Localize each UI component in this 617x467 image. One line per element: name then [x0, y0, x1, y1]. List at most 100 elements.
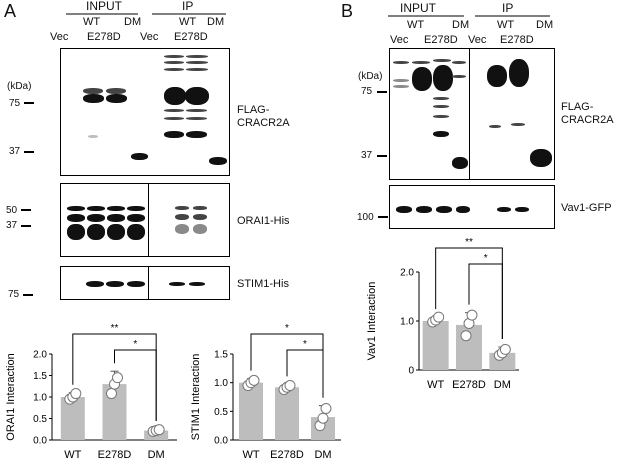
- band: [412, 61, 430, 64]
- band: [509, 59, 529, 87]
- band: [127, 206, 145, 211]
- panel-a-letter: A: [4, 1, 17, 21]
- lane-a-input-vec: Vec: [50, 31, 69, 43]
- band: [393, 85, 409, 88]
- lane-b-ip-vec: Vec: [468, 34, 487, 46]
- blot-a1-flag-cracr2a: [60, 48, 230, 176]
- bar-wt: [239, 382, 263, 440]
- marker-a2-37-tick: [21, 225, 31, 227]
- band: [107, 224, 125, 240]
- band: [83, 88, 103, 94]
- lane-b-input-vec: Vec: [390, 34, 409, 46]
- band: [67, 214, 85, 222]
- band: [87, 214, 105, 222]
- bar-wt: [422, 321, 449, 370]
- band: [87, 206, 105, 211]
- y-tick-label: 0.0: [214, 436, 228, 447]
- band: [452, 157, 468, 169]
- marker-b1-37-tick: [377, 155, 387, 157]
- band: [489, 125, 501, 128]
- data-point: [433, 311, 445, 323]
- lane-a-ip-e278d: E278D: [174, 31, 208, 43]
- data-point: [248, 374, 260, 386]
- band: [107, 206, 125, 211]
- lane-b-input-dm: DM: [452, 19, 470, 31]
- marker-a1-37: 37: [9, 146, 21, 157]
- band: [487, 65, 507, 87]
- blot-b1-flag-cracr2a: [389, 48, 555, 180]
- bar-wt: [60, 397, 85, 440]
- lane-a-ip-vec: Vec: [140, 31, 159, 43]
- y-tick-label: 0.5: [214, 407, 228, 418]
- band: [193, 206, 207, 210]
- y-axis-label: ORAI1 Interaction: [5, 353, 17, 440]
- blot-a2-label: ORAI1-His: [237, 215, 290, 227]
- data-point: [106, 388, 117, 400]
- lane-b-input-wt: WT: [407, 19, 425, 31]
- data-point: [320, 402, 332, 414]
- y-axis-label: Vav1 Interaction: [366, 282, 378, 361]
- band: [88, 135, 98, 138]
- band: [127, 214, 145, 222]
- band: [164, 87, 186, 105]
- band: [83, 94, 104, 103]
- x-tick-label: WT: [427, 379, 444, 391]
- panel-b-letter: B: [341, 1, 354, 21]
- band: [186, 61, 208, 64]
- band: [433, 59, 451, 62]
- y-tick-label: 0: [408, 366, 414, 377]
- x-tick-label: E278D: [98, 449, 132, 461]
- band: [186, 109, 207, 112]
- band: [452, 61, 466, 64]
- x-tick-label: WT: [242, 449, 259, 461]
- blot-b2-vav1-gfp: [389, 185, 555, 229]
- x-tick-label: WT: [64, 449, 81, 461]
- y-tick-label: 1.0: [214, 378, 228, 389]
- band: [175, 224, 189, 234]
- panel-b-header-underlines: [388, 15, 550, 17]
- panel-a-header-underlines: [66, 13, 226, 15]
- band: [193, 214, 207, 220]
- data-point: [112, 372, 123, 384]
- y-tick-label: 0.0: [33, 436, 47, 447]
- band: [189, 282, 205, 286]
- band: [436, 206, 452, 213]
- band: [164, 61, 184, 64]
- band: [433, 115, 449, 118]
- band: [164, 131, 184, 138]
- significance-bracket: [468, 263, 503, 339]
- chart-orai1-interaction: 0.0 0.5 1.0 1.5 2.0 ORAI1 Interaction WT E278D D…: [5, 323, 177, 461]
- data-point: [460, 330, 472, 342]
- marker-a2-50: 50: [6, 205, 18, 216]
- band: [67, 224, 85, 240]
- data-point: [499, 343, 511, 355]
- band: [433, 131, 449, 137]
- lane-a-input-e278d: E278D: [87, 31, 121, 43]
- band: [530, 149, 552, 167]
- blot-a1-label-line2: CRACR2A: [237, 117, 290, 129]
- band: [393, 61, 409, 64]
- blot-a3-stim1-his: [60, 266, 230, 300]
- marker-a1-37-tick: [24, 151, 34, 153]
- band: [127, 224, 145, 240]
- blot-b1-label-line1: FLAG-: [561, 101, 594, 113]
- band: [433, 97, 449, 100]
- band: [164, 109, 184, 112]
- significance-label: *: [133, 339, 137, 350]
- band: [185, 87, 209, 105]
- lane-b-ip-dm: DM: [536, 19, 554, 31]
- band: [164, 55, 184, 58]
- band: [106, 281, 124, 287]
- band: [456, 206, 470, 213]
- significance-label: **: [111, 323, 119, 334]
- band: [186, 55, 208, 58]
- band: [193, 224, 207, 234]
- significance-label: *: [285, 323, 289, 334]
- band: [393, 79, 409, 82]
- band: [164, 117, 184, 120]
- marker-a1-75: 75: [9, 98, 21, 109]
- panel-b-kda-label: (kDa): [358, 71, 383, 82]
- y-tick-label: 1.5: [214, 350, 228, 361]
- y-tick-label: 1.0: [400, 317, 414, 328]
- band: [515, 207, 529, 212]
